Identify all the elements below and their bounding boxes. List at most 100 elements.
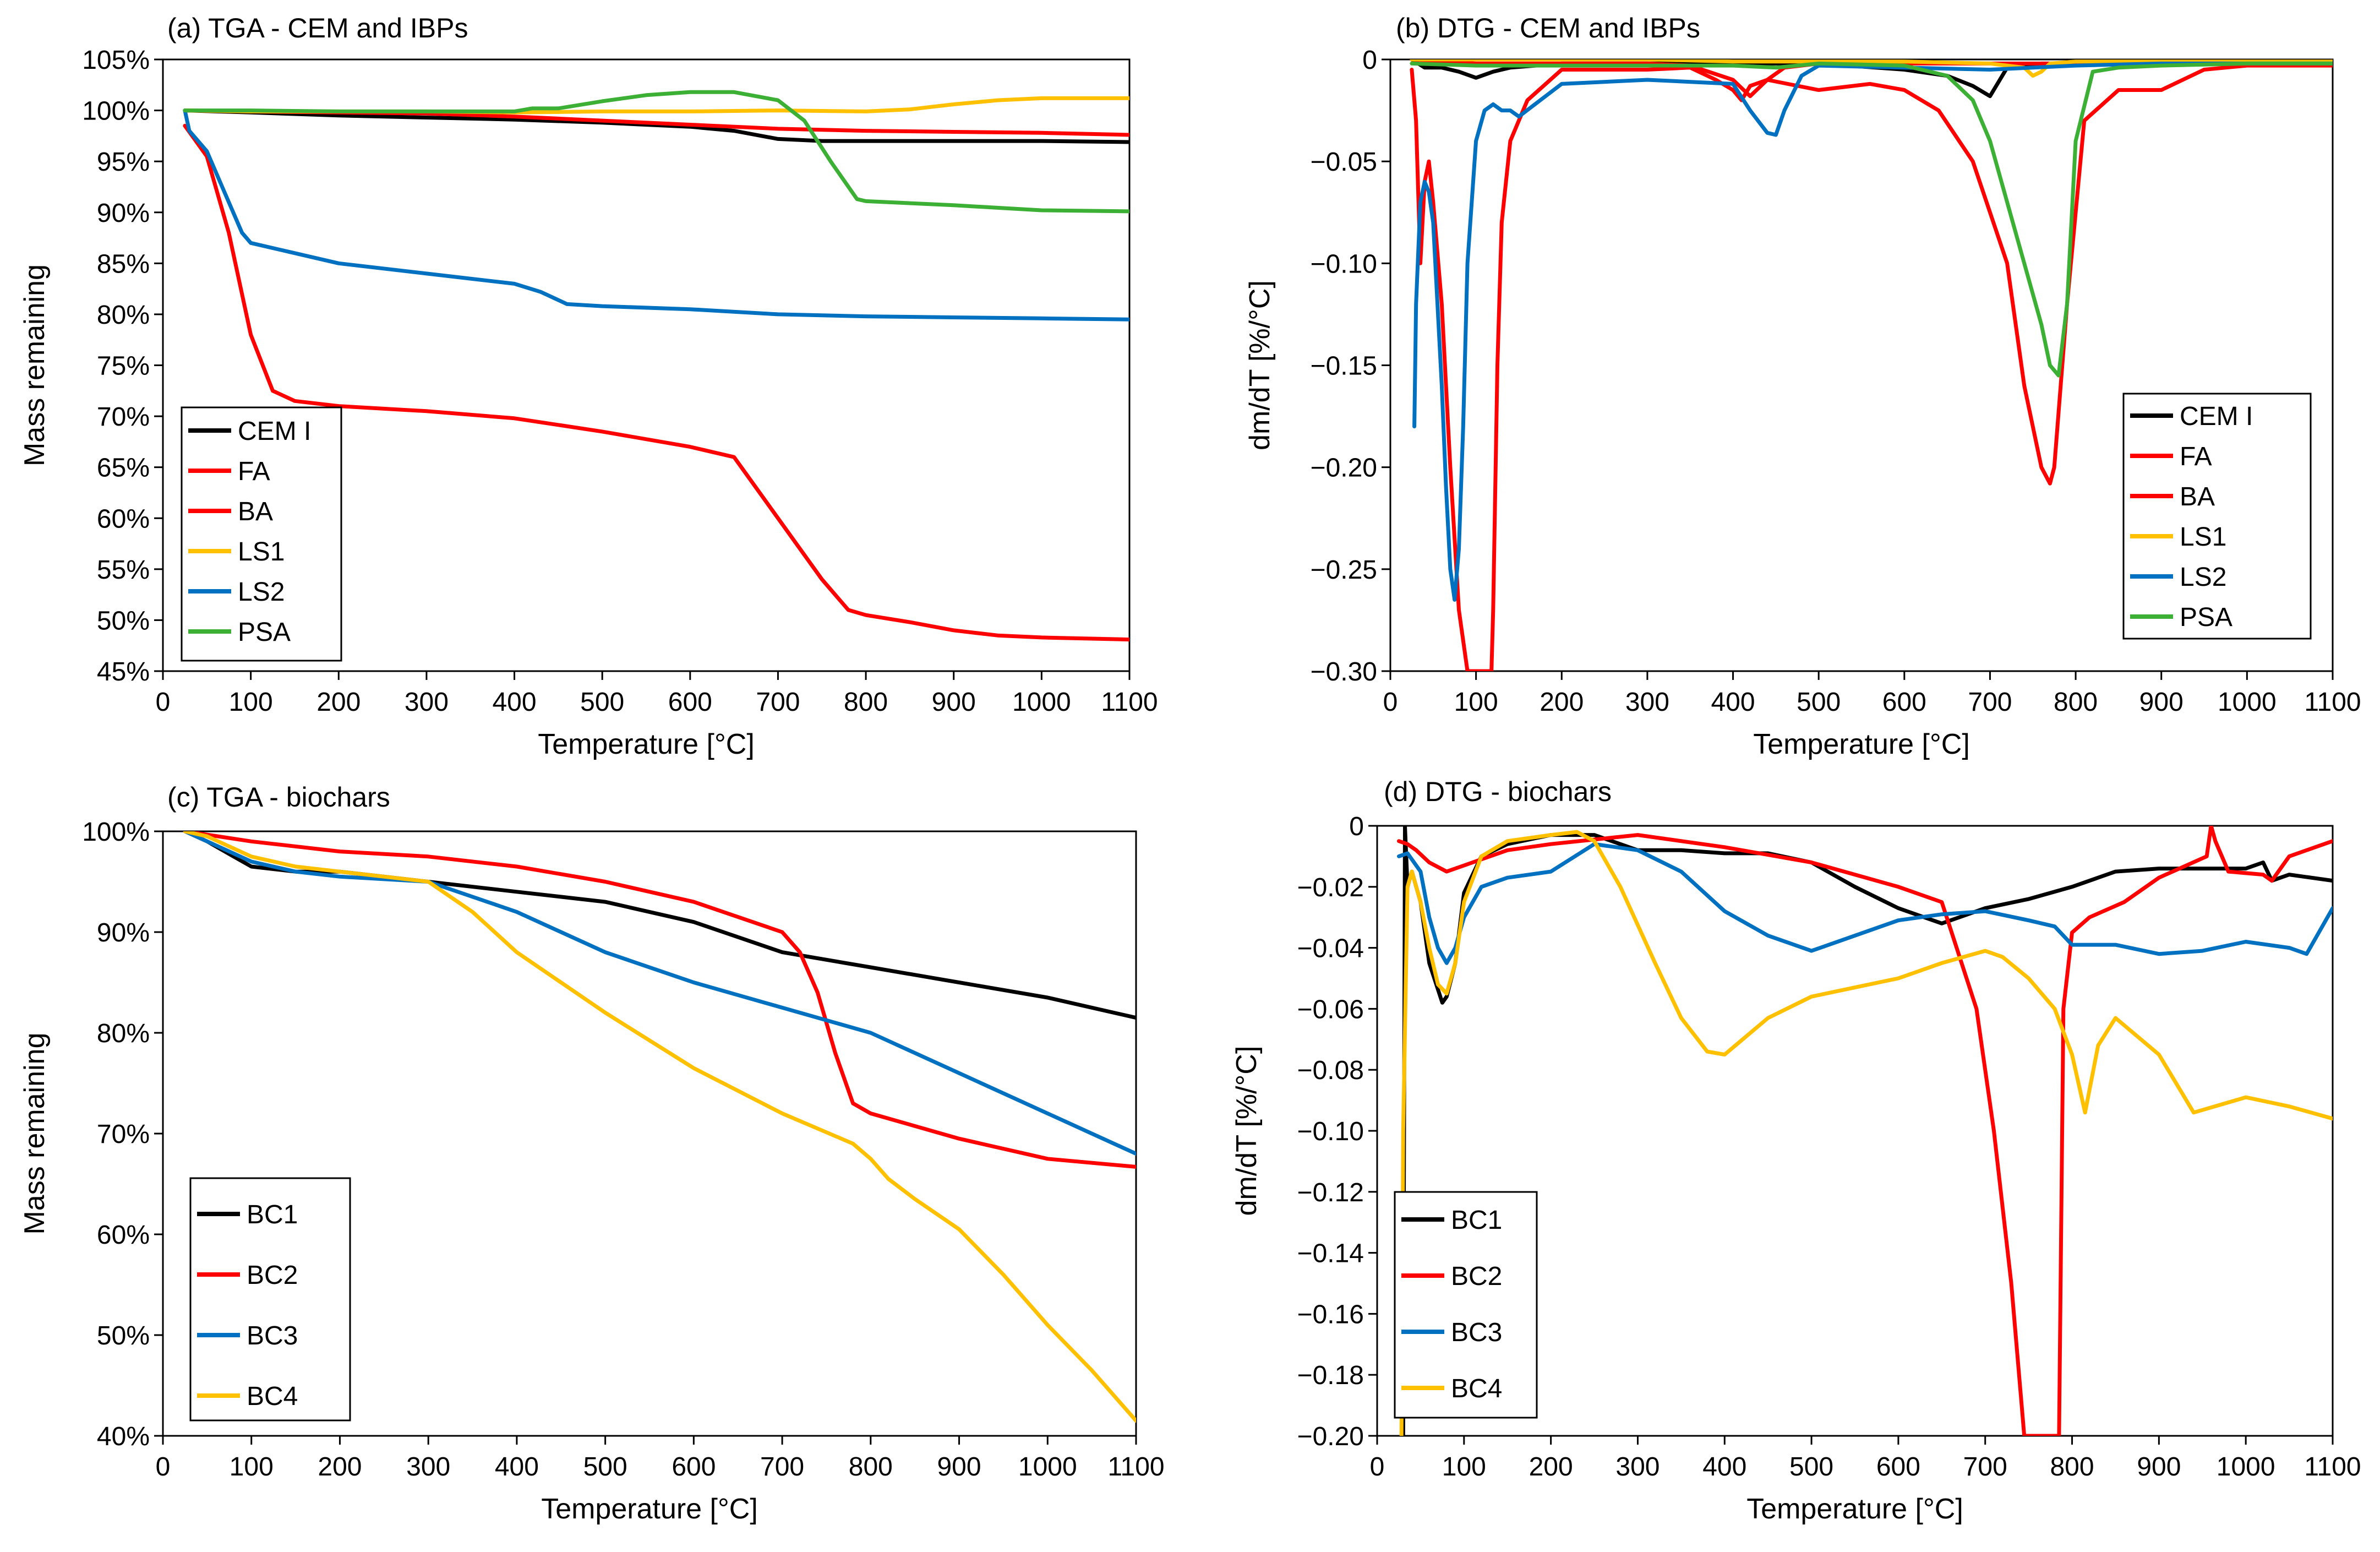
chart-2: (c) TGA - biochars 0 100 200 300 400 500 600 700… — [19, 782, 1165, 1525]
y-tick-label: 90% — [97, 918, 150, 947]
x-tick-label: 800 — [2054, 688, 2098, 717]
series-group — [1397, 826, 2333, 1436]
y-tick-label: 100% — [82, 97, 150, 126]
x-tick-label: 1100 — [1101, 688, 1158, 717]
series-line-ls2 — [183, 108, 1129, 322]
x-tick-label: 500 — [583, 1452, 627, 1482]
legend-label: BC1 — [247, 1200, 298, 1229]
legend-label: CEM I — [2180, 402, 2253, 431]
y-axis-label: Mass remaining — [19, 264, 51, 466]
y-axis-label: dm/dT [%/°C] — [1231, 1046, 1263, 1216]
x-tick-label: 300 — [1625, 688, 1669, 717]
x-tick-label: 0 — [1370, 1452, 1385, 1482]
legend-label: LS2 — [2180, 563, 2226, 592]
y-tick-label: 85% — [97, 249, 150, 279]
x-tick-label: 600 — [1876, 1452, 1920, 1482]
x-axis-label: Temperature [°C] — [541, 1493, 758, 1525]
y-tick-label: 80% — [97, 1019, 150, 1048]
x-axis-label: Temperature [°C] — [538, 728, 755, 760]
y-tick-label: 55% — [97, 556, 150, 585]
legend-label: LS1 — [238, 537, 285, 567]
x-tick-label: 500 — [1789, 1452, 1833, 1482]
legend-label: PSA — [2180, 603, 2232, 632]
y-tick-label: 95% — [97, 148, 150, 177]
y-tick-label: 90% — [97, 199, 150, 228]
legend: BC1 BC2 BC3 BC4 — [1394, 1191, 1538, 1419]
x-tick-label: 1000 — [2217, 1452, 2275, 1482]
y-tick-label: 50% — [97, 606, 150, 635]
chart-0: (a) TGA - CEM and IBPs 0 100 200 300 400 500 60… — [19, 13, 1158, 760]
legend-box — [181, 406, 342, 662]
legend: CEM I FA BA LS1 LS2 PSA — [181, 406, 342, 662]
series-line-bc3 — [1397, 842, 2333, 965]
y-tick-label: 60% — [97, 1221, 150, 1250]
x-tick-label: 200 — [316, 688, 361, 717]
y-tick-label: −0.05 — [1311, 148, 1377, 177]
x-tick-label: 0 — [156, 1452, 171, 1482]
chart-title: (a) TGA - CEM and IBPs — [167, 13, 468, 43]
x-tick-label: 400 — [495, 1452, 539, 1482]
y-axis-label: dm/dT [%/°C] — [1244, 280, 1276, 450]
y-tick-label: −0.16 — [1297, 1300, 1364, 1329]
y-tick-label: −0.04 — [1297, 934, 1364, 963]
x-tick-label: 800 — [849, 1452, 893, 1482]
y-tick-label: 70% — [97, 402, 150, 432]
series-line-fa — [183, 123, 1129, 642]
y-tick-label: 100% — [82, 818, 150, 847]
chart-title: (c) TGA - biochars — [167, 782, 390, 813]
y-tick-label: −0.15 — [1311, 352, 1377, 381]
series-line-bc4 — [183, 831, 1136, 1423]
x-tick-label: 200 — [1529, 1452, 1573, 1482]
series-group — [183, 831, 1136, 1423]
x-tick-label: 200 — [318, 1452, 362, 1482]
legend-box — [1394, 1191, 1538, 1419]
x-tick-label: 300 — [1615, 1452, 1660, 1482]
legend-label: BA — [2180, 482, 2215, 511]
series-line-bc4 — [1399, 830, 2333, 1436]
x-tick-label: 100 — [229, 688, 273, 717]
x-tick-label: 600 — [668, 688, 712, 717]
series-line-cem-i — [183, 108, 1129, 144]
legend-label: LS2 — [238, 578, 285, 607]
x-tick-label: 0 — [1383, 688, 1398, 717]
chart-3: (d) DTG - biochars 0 100 200 300 400 500 600 700… — [1231, 776, 2361, 1525]
legend-label: LS1 — [2180, 522, 2226, 552]
x-tick-label: 900 — [937, 1452, 981, 1482]
y-tick-label: 0 — [1349, 812, 1364, 841]
x-tick-label: 200 — [1540, 688, 1584, 717]
series-line-bc2 — [183, 831, 1136, 1169]
chart-title: (d) DTG - biochars — [1384, 776, 1612, 807]
legend-label: PSA — [238, 618, 291, 647]
legend-label: BC4 — [1451, 1374, 1502, 1403]
x-tick-label: 500 — [580, 688, 624, 717]
chart-1: (b) DTG - CEM and IBPs 0 100 200 300 400 500 60… — [1244, 13, 2361, 760]
y-tick-label: 60% — [97, 504, 150, 533]
y-tick-label: −0.08 — [1297, 1056, 1364, 1085]
y-tick-label: 40% — [97, 1422, 150, 1451]
x-tick-label: 100 — [230, 1452, 274, 1482]
x-tick-label: 800 — [844, 688, 888, 717]
y-tick-label: −0.20 — [1297, 1422, 1364, 1451]
legend-label: BC2 — [247, 1261, 298, 1290]
x-tick-label: 400 — [492, 688, 536, 717]
series-line-fa — [1410, 63, 2333, 671]
legend-label: BC3 — [247, 1321, 298, 1350]
y-tick-label: 105% — [82, 46, 150, 75]
x-tick-label: 700 — [1963, 1452, 2007, 1482]
x-tick-label: 600 — [1882, 688, 1926, 717]
x-tick-label: 100 — [1454, 688, 1498, 717]
y-tick-label: −0.25 — [1311, 556, 1377, 585]
y-tick-label: −0.12 — [1297, 1178, 1364, 1207]
legend-label: BC3 — [1451, 1318, 1502, 1347]
x-axis-label: Temperature [°C] — [1746, 1493, 1963, 1525]
series-group — [1410, 59, 2333, 671]
y-tick-label: 50% — [97, 1321, 150, 1350]
y-tick-label: −0.02 — [1297, 873, 1364, 902]
series-line-bc2 — [1397, 826, 2333, 1436]
legend-label: BC1 — [1451, 1206, 1502, 1235]
y-tick-label: 75% — [97, 352, 150, 381]
y-tick-label: 45% — [97, 657, 150, 687]
x-axis-label: Temperature [°C] — [1753, 728, 1970, 760]
x-tick-label: 1100 — [1107, 1452, 1164, 1482]
